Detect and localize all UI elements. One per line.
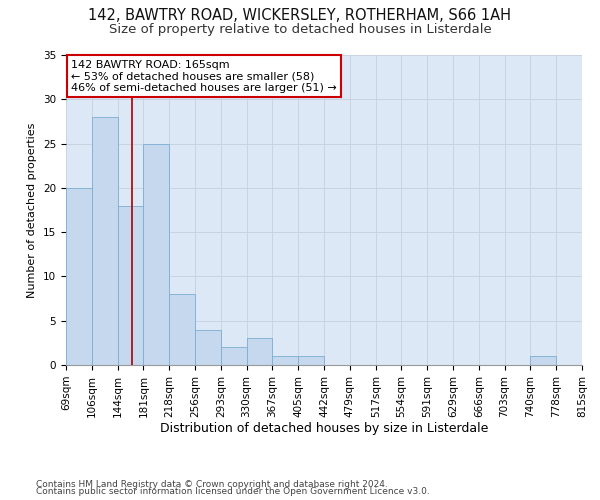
X-axis label: Distribution of detached houses by size in Listerdale: Distribution of detached houses by size … (160, 422, 488, 436)
Bar (272, 356, 298, 365)
Text: Size of property relative to detached houses in Listerdale: Size of property relative to detached ho… (109, 22, 491, 36)
Bar (92, 117, 118, 365)
Bar (221, 348, 247, 365)
Text: Contains public sector information licensed under the Open Government Licence v3: Contains public sector information licen… (36, 487, 430, 496)
Bar (169, 294, 196, 365)
Bar (66, 188, 92, 365)
Text: 142 BAWTRY ROAD: 165sqm
← 53% of detached houses are smaller (58)
46% of semi-de: 142 BAWTRY ROAD: 165sqm ← 53% of detache… (71, 60, 337, 93)
Bar (196, 330, 221, 365)
Y-axis label: Number of detached properties: Number of detached properties (28, 122, 37, 298)
Text: 142, BAWTRY ROAD, WICKERSLEY, ROTHERHAM, S66 1AH: 142, BAWTRY ROAD, WICKERSLEY, ROTHERHAM,… (89, 8, 511, 22)
Bar (143, 144, 169, 365)
Text: Contains HM Land Registry data © Crown copyright and database right 2024.: Contains HM Land Registry data © Crown c… (36, 480, 388, 489)
Bar (118, 206, 143, 365)
Bar (298, 356, 324, 365)
Bar (530, 356, 556, 365)
Bar (247, 338, 272, 365)
